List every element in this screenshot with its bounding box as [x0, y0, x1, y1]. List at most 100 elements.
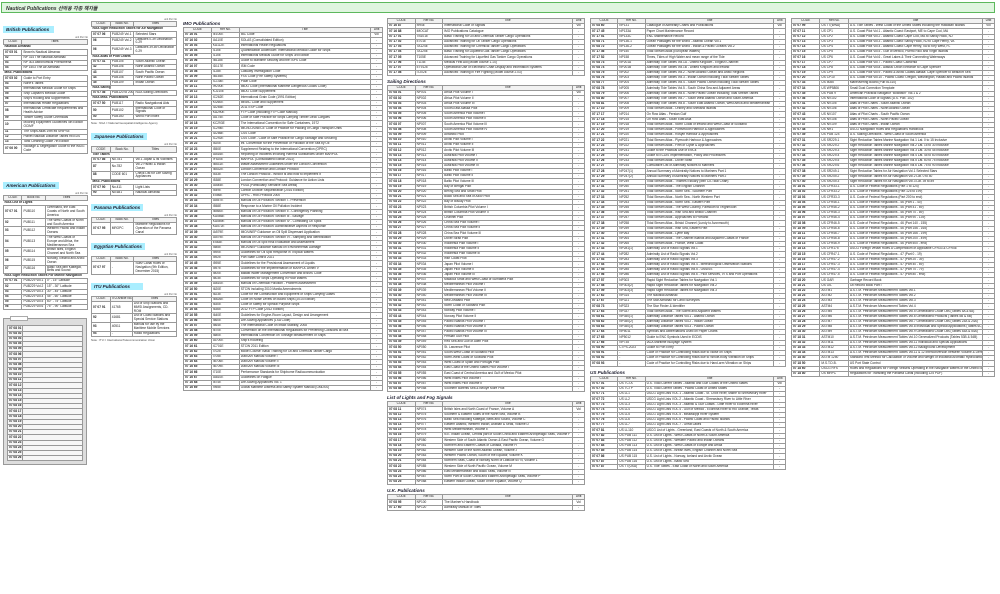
table-row: 07 International Health Regulations — [2, 101, 88, 108]
group-label: Misc. Publications — [92, 179, 121, 184]
title-cell: Greenland, the East Coasts of North and … — [44, 205, 89, 219]
reference-code: 07 08 03 — [7, 335, 23, 342]
group-row: Misc. Publications — [4, 71, 88, 76]
code-cell: 08 — [2, 106, 23, 117]
unit-note: unit Per No — [164, 213, 177, 217]
title-cell: USCG Light Lists VOL.3 - Atlantic & Gulf… — [644, 401, 775, 408]
publication-table: CODE Ref No. Title Unit 07 16 01 IE100E IBC Co… — [183, 26, 383, 392]
title-cell: A.S.T.M. Petroleum Measurement Tables Vo… — [847, 313, 983, 320]
ref-cell: US TT(USA) — [617, 463, 646, 470]
unit-note: unit Per No — [75, 191, 88, 195]
code-cell: 09 — [2, 115, 23, 122]
code-cell: 07 07 97 — [91, 261, 111, 275]
table-header-row: CODE Ref No. Title Unit — [790, 17, 996, 25]
section-title: American Publications — [3, 181, 59, 189]
publication-table: CODE Ref No. Title Unit 07 08 01 NP001 Africa … — [387, 85, 585, 393]
table-row: 07 07 73 US LL3 USCG Light Lists VOL.3 - A… — [589, 401, 786, 408]
code-cell: 07 07 01 — [2, 205, 23, 219]
column-6: CODE Ref No. Title Unit 07 07 99 US TT(WNA) U.… — [790, 17, 996, 377]
group-label: Misc. Publications — [4, 70, 33, 75]
table-note: Note : ITU = International Telecommunica… — [91, 337, 156, 342]
group-row: NGA Sailing — [92, 85, 177, 90]
code-cell: 07 16 69 — [183, 384, 212, 392]
table-row: 50 PUB150 World Port Index — [91, 114, 177, 121]
publication-table: CODE Ref No. Title Unit 07 08 11 NP074 British… — [387, 401, 585, 486]
reference-code: 07 08 13 — [7, 387, 23, 394]
publication-table: CODE Titles Nautical Almanac 07 05 01 Brown'… — [2, 38, 88, 154]
title-cell: British Isles, English Channel and North… — [44, 247, 89, 257]
section-title: British Publications — [3, 26, 54, 33]
title-cell: The West Coasts of North and South Ameri… — [44, 217, 89, 228]
table-header-row: CODE Book No. Titles — [91, 20, 177, 28]
ref-cell: No.781 — [109, 156, 135, 163]
publication-table: CODE Ref No. Title Unit 07 07 99 US TT(WNA) U.… — [790, 17, 996, 377]
table-row: 07 18 31 ASTM10 A.S.T.M. Petroleum Measure… — [790, 334, 996, 341]
title-cell: Latitudes 0-39 Declination 0-29 — [133, 36, 177, 47]
code-cell: 07 08 93 — [589, 360, 619, 367]
publication-table: CODE Book No. Titles NGA Sight Reduction Ta… — [91, 20, 177, 121]
group-label: NGA Sight Reduction Tables For Marine Na… — [4, 273, 82, 278]
code-cell: 06 — [2, 255, 23, 266]
code-cell: 93 — [91, 322, 111, 332]
title-cell: U.S. Tide Tables - West Coast of the Uni… — [847, 23, 983, 30]
unit-note: unit Per No — [164, 18, 177, 21]
unit-cell: - — [981, 370, 996, 377]
table-row: 07 07 87 US TT(USA) U.S. Tide Tables - Eas… — [589, 463, 786, 470]
ref-cell: - — [617, 360, 646, 367]
title-cell: List of Coast Stations and Special Servi… — [131, 313, 178, 324]
ref-cell: - — [109, 330, 133, 337]
group-label: NGA Misc. Publications — [92, 95, 129, 100]
table-row: 07 07 97- Suez Canal Rules of Navigation … — [91, 261, 177, 275]
ref-cell: PUB229 Vol.2 — [21, 283, 46, 290]
publication-table: CODE Ref No. Title Unit 07 08 95 NP100 The Mar… — [387, 494, 585, 511]
reference-code: 07 08 14 — [7, 392, 23, 400]
ref-cell: PUB116 — [21, 264, 46, 275]
title-cell: Suez Canal Rules of Navigation (9th Edit… — [133, 261, 177, 275]
ref-cell: 40511 — [109, 322, 133, 332]
title-cell: Planet Nautical Distance Tables REEDS — [21, 133, 88, 141]
title-cell: A.S.T.M. Petroleum Measurement Tables Vo… — [847, 339, 983, 346]
code-cell: 07 06 00 — [2, 144, 23, 154]
reference-code: 07 08 15 — [7, 398, 23, 405]
reference-code: 07 08 16 — [7, 403, 23, 410]
title-cell: Mooring Equipment Guidelines 4th Edition… — [21, 120, 88, 130]
group-label: NGA List of Lights — [4, 200, 33, 205]
title-cell: U.S. Tide Tables - East Coast of North a… — [644, 463, 775, 470]
table-row: 07 18 28 ASTM7 A.S.T.M. Petroleum Measurem… — [790, 318, 996, 326]
code-cell: 06 — [2, 304, 23, 311]
title-cell: List of Ship Stations and MMSI Assignmen… — [131, 301, 178, 315]
ref-cell: PUB229 Vol.4 — [21, 293, 46, 301]
column-header-book: Book No. — [109, 216, 135, 223]
section-title: Panama Publications — [91, 203, 144, 211]
table-row: 07 18 40 ASTM 1250 Standard Test Method fo… — [790, 355, 996, 362]
ref-cell: 41681 — [109, 313, 133, 324]
ref-cell: PUB110 — [21, 205, 46, 219]
table-row: 07 18 30 ASTM9 A.S.T.M. Petroleum Measurem… — [790, 329, 996, 336]
title-cell: Indian Ocean — [133, 79, 177, 86]
table-row: 07 08 25 NP088 Eastern Indian Ocean, South… — [387, 478, 585, 486]
table-row: 07 07 99 US TT(WNA) U.S. Tide Tables - Wes… — [790, 23, 996, 30]
table-row: 07 18 80 US MRPC Regulations for Transitin… — [790, 370, 996, 377]
group-row: Misc. Publications — [92, 180, 177, 185]
group-label: NGA Sailing — [92, 85, 111, 90]
table-row: 06 PUB249 Vol.3 Latitudes 39-89 Declinatio… — [91, 45, 177, 55]
table-row: 07 16 09 IB155E FSS Code (Fire Safety Syst… — [183, 73, 383, 80]
title-cell: A.S.T.M. Petroleum Measurement Tables Vo… — [847, 324, 983, 331]
column-header-titles: Titles — [44, 194, 89, 202]
code-cell: 07 18 80 — [790, 370, 821, 377]
code-cell: 07 — [2, 101, 23, 108]
group-label: Nautical Almanac — [4, 44, 31, 49]
code-cell: 06 — [91, 36, 111, 47]
table-row: 07 08 78 NP205 Admiralty Tide Tables Vol.5… — [589, 85, 786, 92]
table-note: Note : NGA = National Geospatial-Intelli… — [91, 121, 158, 126]
ref-cell: IT202E — [414, 69, 444, 77]
section-title: U.K. Publications — [387, 488, 425, 494]
table-row: 07 06 00 Stowage & Segregation Guide to t… — [2, 144, 88, 154]
reference-row: 07 08 15 — [7, 398, 83, 405]
table-row: 07 07 50 PUB117 Radio Navigational Aids — [91, 100, 177, 107]
title-cell: Vol.2 Pacific & Indian Ocean — [133, 161, 177, 172]
ref-cell: PUB114 — [21, 247, 46, 257]
table-row: 06 PUB249 Vol.2 Latitudes 0-39 Declination… — [91, 36, 177, 47]
title-cell: International Health Regulations — [21, 101, 88, 108]
reference-code: 07 08 04 — [7, 340, 23, 348]
